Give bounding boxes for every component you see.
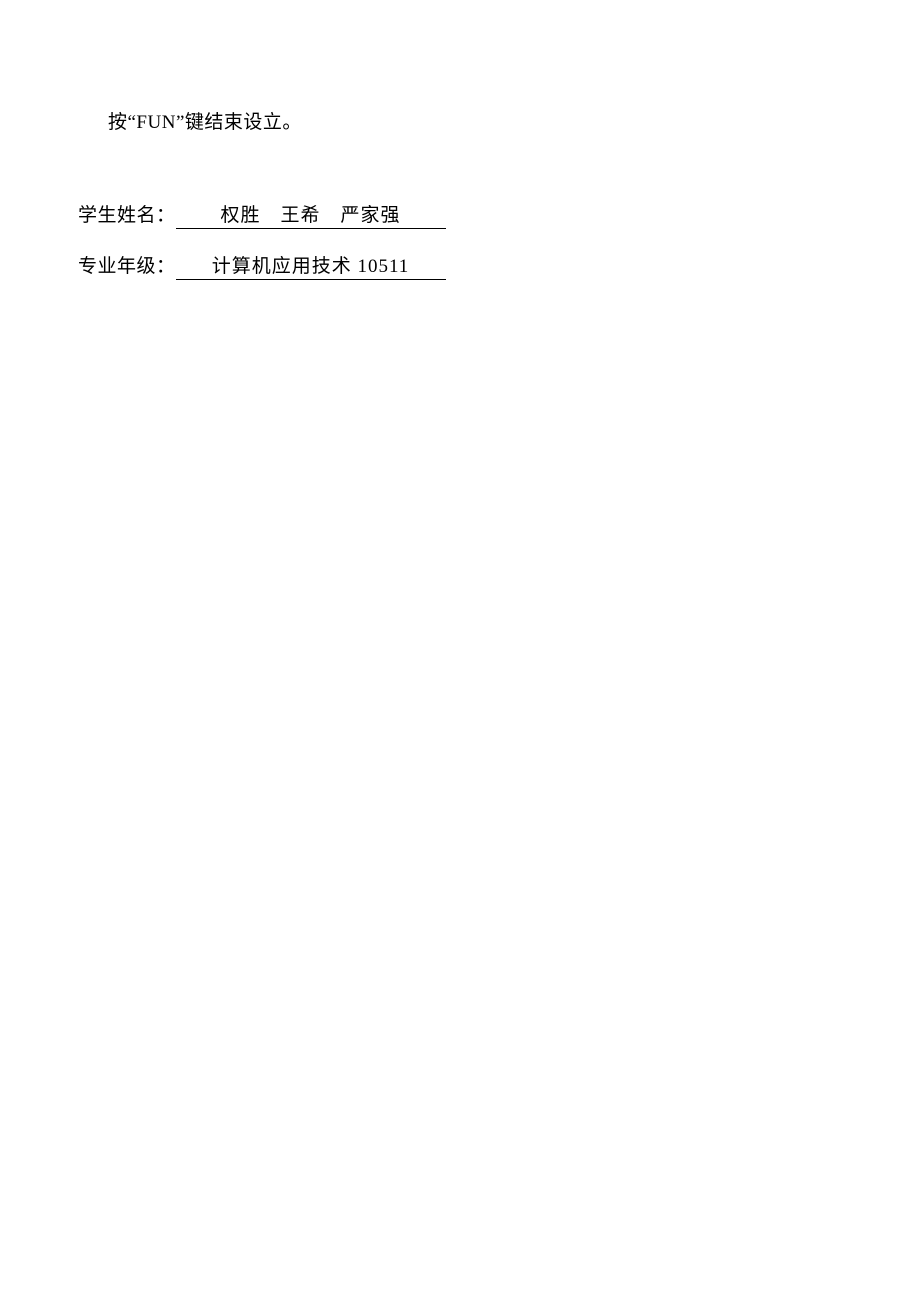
major-year-row: 专业年级： 计算机应用技术 10511 bbox=[78, 251, 842, 280]
major-year-value: 计算机应用技术 10511 bbox=[176, 251, 446, 280]
student-name-row: 学生姓名： 权胜 王希 严家强 bbox=[78, 200, 842, 229]
student-name-value: 权胜 王希 严家强 bbox=[176, 200, 446, 229]
instruction-text: 按“FUN”键结束设立。 bbox=[108, 108, 842, 138]
major-year-label: 专业年级： bbox=[78, 251, 176, 278]
student-name-label: 学生姓名： bbox=[78, 200, 176, 227]
